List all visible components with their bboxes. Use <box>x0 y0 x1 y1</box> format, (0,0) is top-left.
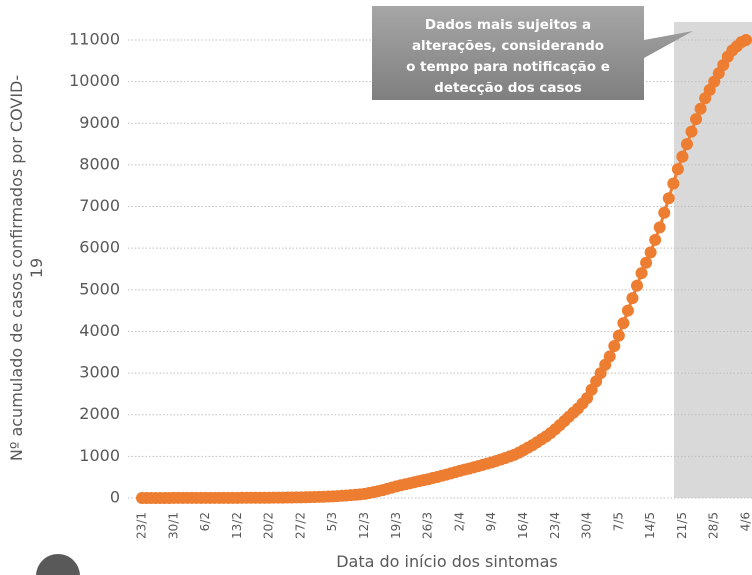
data-point <box>603 350 616 363</box>
x-tick-label: 19/3 <box>389 512 403 539</box>
y-tick-label: 10000 <box>69 71 120 90</box>
data-point <box>685 125 698 138</box>
decoration <box>36 554 80 575</box>
data-point <box>608 340 621 353</box>
y-tick-label: 3000 <box>79 363 120 382</box>
x-tick-label: 20/2 <box>262 512 276 539</box>
x-tick-label: 7/5 <box>611 512 625 531</box>
data-point <box>621 304 634 317</box>
x-tick-label: 30/4 <box>580 512 594 539</box>
data-point <box>653 221 666 234</box>
y-tick-label: 1000 <box>79 446 120 465</box>
data-point <box>667 177 680 190</box>
data-point <box>690 113 703 126</box>
data-point <box>640 256 653 269</box>
y-axis-title: Nº acumulado de casos confirmados por CO… <box>7 75 26 461</box>
x-tick-label: 12/3 <box>357 512 371 539</box>
annotation-line: alterações, considerando <box>412 38 604 54</box>
x-tick-label: 26/3 <box>421 512 435 539</box>
x-axis-title: Data do início dos sintomas <box>336 552 558 571</box>
x-tick-label: 23/1 <box>135 512 149 539</box>
annotation-line: detecção dos casos <box>434 80 582 96</box>
annotation-line: o tempo para notificação e <box>406 59 610 75</box>
x-tick-label: 14/5 <box>643 512 657 539</box>
x-tick-label: 9/4 <box>484 512 498 531</box>
y-tick-label: 7000 <box>79 196 120 215</box>
data-point <box>617 317 630 330</box>
recent-data-band <box>674 22 752 498</box>
y-axis-title: 19 <box>27 258 46 278</box>
data-point <box>694 102 707 115</box>
data-point <box>644 246 657 259</box>
data-point <box>649 233 662 246</box>
x-tick-label: 23/4 <box>548 512 562 539</box>
x-tick-label: 30/1 <box>166 512 180 539</box>
data-point <box>680 138 693 151</box>
y-tick-label: 11000 <box>69 30 120 49</box>
x-tick-label: 28/5 <box>707 512 721 539</box>
data-point <box>635 267 648 280</box>
data-point <box>740 34 752 46</box>
series-line <box>142 38 747 500</box>
y-tick-label: 5000 <box>79 279 120 298</box>
data-point <box>671 163 684 176</box>
x-tick-label: 5/3 <box>325 512 339 531</box>
y-tick-label: 2000 <box>79 404 120 423</box>
annotation-box <box>372 6 693 100</box>
y-tick-label: 0 <box>110 488 120 507</box>
data-point <box>631 279 644 292</box>
data-point <box>676 150 689 163</box>
annotation-line: Dados mais sujeitos a <box>425 17 591 33</box>
y-tick-label: 8000 <box>79 154 120 173</box>
data-point <box>626 292 639 305</box>
x-tick-label: 16/4 <box>516 512 530 539</box>
x-tick-label: 2/4 <box>452 512 466 531</box>
y-tick-label: 6000 <box>79 238 120 257</box>
x-tick-label: 21/5 <box>675 512 689 539</box>
x-tick-label: 4/6 <box>739 512 752 531</box>
x-tick-label: 27/2 <box>293 512 307 539</box>
x-tick-label: 13/2 <box>230 512 244 539</box>
y-tick-label: 4000 <box>79 321 120 340</box>
data-point <box>658 206 671 219</box>
y-tick-label: 9000 <box>79 113 120 132</box>
data-point <box>662 192 675 205</box>
x-tick-label: 6/2 <box>198 512 212 531</box>
data-point <box>612 329 625 342</box>
